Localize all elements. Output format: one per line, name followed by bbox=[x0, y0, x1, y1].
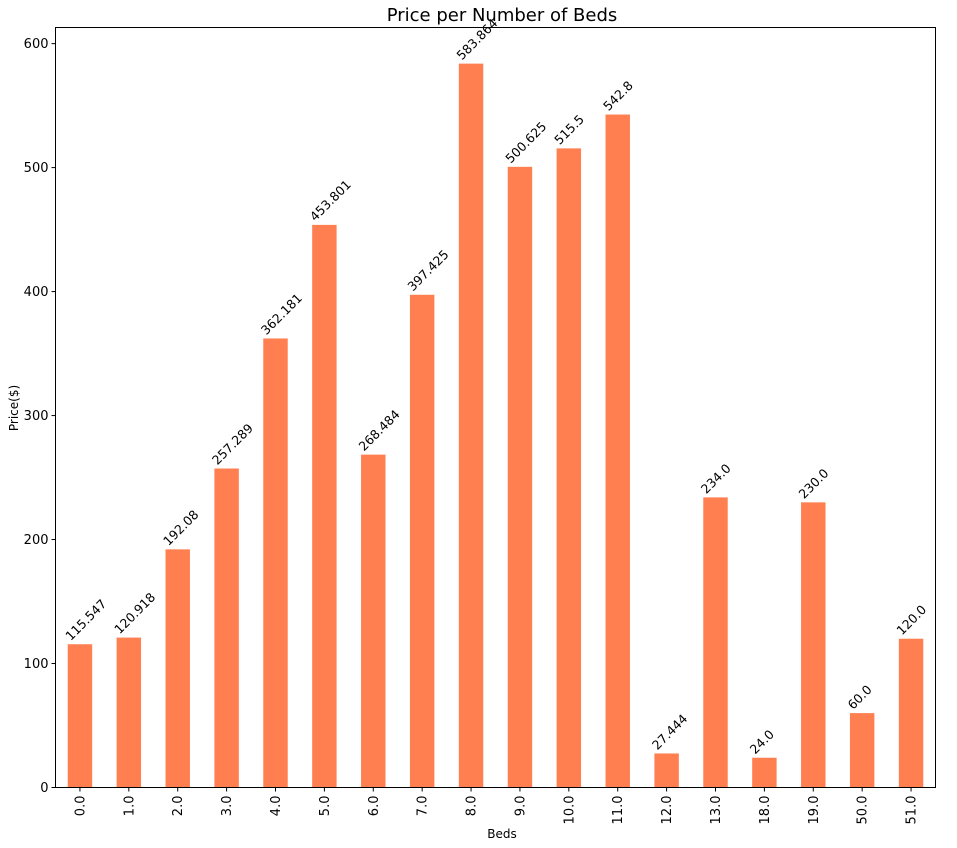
bar-50.0 bbox=[849, 713, 875, 788]
data-label-11.0: 542.8 bbox=[600, 78, 636, 114]
bar-7.0 bbox=[409, 294, 435, 788]
x-tick-label-8.0: 8.0 bbox=[465, 796, 480, 817]
bar-4.0 bbox=[263, 338, 288, 788]
bar-11.0 bbox=[605, 114, 630, 788]
data-label-10.0: 515.5 bbox=[551, 112, 587, 148]
y-tick-label-600: 600 bbox=[24, 37, 49, 52]
x-tick-label-1.0: 1.0 bbox=[122, 796, 137, 817]
bar-5.0 bbox=[312, 224, 337, 788]
bar-10.0 bbox=[556, 148, 582, 788]
bar-19.0 bbox=[801, 502, 826, 788]
data-label-0.0: 115.547 bbox=[62, 596, 109, 643]
y-axis: 0 100 200 300 400 500 600 bbox=[24, 37, 56, 796]
data-label-18.0: 24.0 bbox=[747, 727, 777, 757]
data-label-19.0: 230.0 bbox=[796, 466, 832, 502]
bar-3.0 bbox=[214, 468, 239, 788]
chart-title: Price per Number of Beds bbox=[387, 5, 618, 26]
data-label-50.0: 60.0 bbox=[844, 682, 874, 712]
data-label-9.0: 500.625 bbox=[502, 119, 549, 166]
bar-0.0 bbox=[67, 644, 93, 788]
bar-1.0 bbox=[116, 637, 142, 788]
x-tick-label-13.0: 13.0 bbox=[709, 796, 724, 825]
data-label-2.0: 192.08 bbox=[160, 507, 202, 549]
x-tick-label-4.0: 4.0 bbox=[269, 796, 284, 817]
plot-frame bbox=[55, 27, 936, 788]
x-tick-label-5.0: 5.0 bbox=[318, 796, 333, 817]
data-label-5.0: 453.801 bbox=[307, 177, 354, 224]
data-label-1.0: 120.918 bbox=[111, 590, 158, 637]
bar-12.0 bbox=[654, 753, 679, 788]
y-tick-label-500: 500 bbox=[24, 161, 49, 176]
x-tick-label-7.0: 7.0 bbox=[416, 796, 431, 817]
y-tick-label-100: 100 bbox=[24, 657, 49, 672]
bar-9.0 bbox=[507, 166, 533, 788]
x-tick-label-50.0: 50.0 bbox=[856, 796, 871, 825]
bar-2.0 bbox=[165, 549, 190, 788]
x-tick-label-6.0: 6.0 bbox=[367, 796, 382, 817]
x-tick-label-3.0: 3.0 bbox=[220, 796, 235, 817]
x-tick-label-10.0: 10.0 bbox=[562, 796, 577, 825]
bar-8.0 bbox=[458, 63, 484, 788]
y-tick-label-0: 0 bbox=[40, 781, 48, 796]
bar-18.0 bbox=[752, 757, 777, 788]
data-label-4.0: 362.181 bbox=[258, 290, 305, 337]
x-tick-label-2.0: 2.0 bbox=[171, 796, 186, 817]
y-tick-label-200: 200 bbox=[24, 533, 49, 548]
bar-13.0 bbox=[703, 497, 728, 788]
data-label-7.0: 397.425 bbox=[404, 247, 451, 294]
y-axis-label: Price($) bbox=[7, 385, 21, 431]
x-axis: 0.0 1.0 2.0 3.0 4.0 5.0 6.0 7.0 8.0 9.0 10.0 11.0 12… bbox=[73, 787, 920, 825]
data-label-6.0: 268.484 bbox=[356, 407, 403, 454]
x-tick-label-18.0: 18.0 bbox=[758, 796, 773, 825]
x-tick-label-12.0: 12.0 bbox=[660, 796, 675, 825]
data-label-13.0: 234.0 bbox=[698, 461, 734, 497]
data-label-3.0: 257.289 bbox=[209, 420, 256, 467]
x-axis-label: Beds bbox=[487, 827, 516, 841]
bar-51.0 bbox=[898, 638, 924, 788]
x-tick-label-51.0: 51.0 bbox=[905, 796, 920, 825]
bars-group bbox=[67, 63, 924, 788]
data-label-51.0: 120.0 bbox=[893, 602, 929, 638]
data-label-12.0: 27.444 bbox=[649, 711, 691, 753]
x-tick-label-0.0: 0.0 bbox=[73, 796, 88, 817]
x-tick-label-11.0: 11.0 bbox=[611, 796, 626, 825]
x-tick-label-9.0: 9.0 bbox=[513, 796, 528, 817]
y-tick-label-300: 300 bbox=[24, 409, 49, 424]
x-tick-label-19.0: 19.0 bbox=[807, 796, 822, 825]
bar-6.0 bbox=[361, 454, 386, 788]
y-tick-label-400: 400 bbox=[24, 285, 49, 300]
